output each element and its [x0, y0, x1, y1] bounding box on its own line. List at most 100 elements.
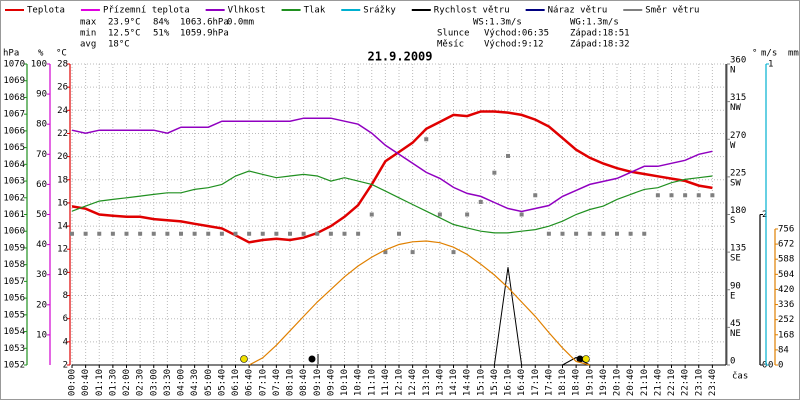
y-tick-label: 16 [57, 198, 68, 208]
y-tick-label: 1065 [3, 143, 25, 153]
y-tick-label: 1053 [3, 344, 25, 354]
wind-dir-point [533, 193, 538, 198]
stat-text: 51% [153, 29, 170, 39]
compass-label: SW [730, 178, 741, 188]
wind-dir-point [628, 231, 633, 236]
x-tick-label: 00:40 [81, 369, 91, 396]
wind-dir-point [315, 231, 320, 236]
x-tick-label: 21:40 [653, 369, 663, 396]
wind-dir-point [424, 137, 429, 142]
wind-dir-point [587, 231, 592, 236]
stat-text: 1059.9hPa [180, 29, 229, 39]
wind-dir-point [683, 193, 688, 198]
stat-text: 1063.6hPa [180, 18, 229, 28]
y-tick-label: 28 [57, 60, 68, 70]
y-tick-label: 90 [730, 281, 741, 291]
y-tick-label: 0 [762, 361, 767, 371]
wind-dir-point [383, 250, 388, 255]
info-text: Východ:9:12 [484, 40, 544, 50]
wind-dir-point [110, 231, 115, 236]
x-tick-label: 02:00 [122, 369, 132, 396]
stat-text: max [80, 18, 97, 28]
x-tick-label: 16:10 [504, 369, 514, 396]
y-tick-label: 1070 [3, 60, 25, 70]
x-tick-label: 13:10 [422, 369, 432, 396]
y-tick-label: 80 [36, 120, 47, 130]
y-tick-label: 4 [63, 337, 68, 347]
x-tick-label: 23:10 [694, 369, 704, 396]
axis-unit: mm [788, 49, 799, 59]
legend-label: Rychlost větru [434, 6, 510, 16]
compass-label: N [730, 66, 735, 76]
y-tick-label: 20 [36, 300, 47, 310]
y-tick-label: 45 [730, 319, 741, 329]
wind-dir-point [124, 231, 129, 236]
y-tick-label: 100 [31, 60, 47, 70]
y-tick-label: 0 [730, 357, 735, 367]
legend-label: Přízemní teplota [103, 6, 190, 16]
x-tick-label: 18:10 [558, 369, 568, 396]
wind-dir-point [437, 212, 442, 217]
wind-dir-point [219, 231, 224, 236]
y-tick-label: 0 [778, 361, 783, 371]
series-line [71, 170, 713, 234]
wind-dir-point [151, 231, 156, 236]
wind-dir-point [328, 231, 333, 236]
y-tick-label: 70 [36, 150, 47, 160]
y-tick-label: 10 [36, 330, 47, 340]
wind-dir-point [560, 231, 565, 236]
y-tick-label: 270 [730, 131, 746, 141]
compass-label: S [730, 216, 735, 226]
wind-dir-point [642, 231, 647, 236]
y-tick-label: 1068 [3, 93, 25, 103]
y-tick-label: 1063 [3, 177, 25, 187]
x-tick-label: 06:40 [245, 369, 255, 396]
y-tick-label: 90 [36, 90, 47, 100]
x-tick-label: 12:40 [408, 369, 418, 396]
stat-text: 12.5°C [108, 29, 141, 39]
legend-label: Srážky [363, 6, 396, 16]
legend-label: Tlak [304, 6, 326, 16]
y-tick-label: 1062 [3, 193, 25, 203]
y-tick-label: 1067 [3, 110, 25, 120]
wind-dir-point [696, 193, 701, 198]
x-tick-label: 22:10 [667, 369, 677, 396]
y-tick-label: 252 [778, 315, 794, 325]
wind-dir-point [301, 231, 306, 236]
x-tick-label: 17:40 [544, 369, 554, 396]
x-tick-label: 04:00 [177, 369, 187, 396]
axis-unit: °C [56, 49, 67, 59]
wind-dir-point [369, 212, 374, 217]
y-tick-label: 24 [57, 106, 68, 116]
x-tick-label: 19:40 [599, 369, 609, 396]
y-tick-label: 2 [762, 210, 767, 220]
y-tick-label: 14 [57, 222, 68, 232]
y-tick-label: 672 [778, 240, 794, 250]
compass-label: W [730, 141, 736, 151]
x-tick-label: 08:10 [286, 369, 296, 396]
x-tick-label: 03:00 [149, 369, 159, 396]
x-tick-label: 09:10 [313, 369, 323, 396]
wind-dir-point [260, 231, 265, 236]
moonrise-icon [308, 355, 316, 363]
y-tick-label: 180 [730, 206, 746, 216]
wind-dir-point [601, 231, 606, 236]
wind-dir-point [710, 193, 715, 198]
x-tick-label: 20:40 [626, 369, 636, 396]
wind-dir-point [574, 231, 579, 236]
wind-dir-point [97, 231, 102, 236]
wind-dir-point [655, 193, 660, 198]
y-tick-label: 18 [57, 175, 68, 185]
y-tick-label: 30 [36, 270, 47, 280]
x-tick-label: 14:10 [449, 369, 459, 396]
wind-dir-point [615, 231, 619, 236]
y-tick-label: 0 [768, 361, 773, 371]
y-tick-label: 1069 [3, 76, 25, 86]
wind-dir-point [165, 231, 170, 236]
y-tick-label: 756 [778, 224, 794, 234]
axis-unit: hPa [3, 49, 19, 59]
x-tick-label: 15:40 [490, 369, 500, 396]
wind-dir-point [465, 212, 470, 217]
compass-label: SE [730, 254, 741, 264]
x-tick-label: 21:10 [640, 369, 650, 396]
